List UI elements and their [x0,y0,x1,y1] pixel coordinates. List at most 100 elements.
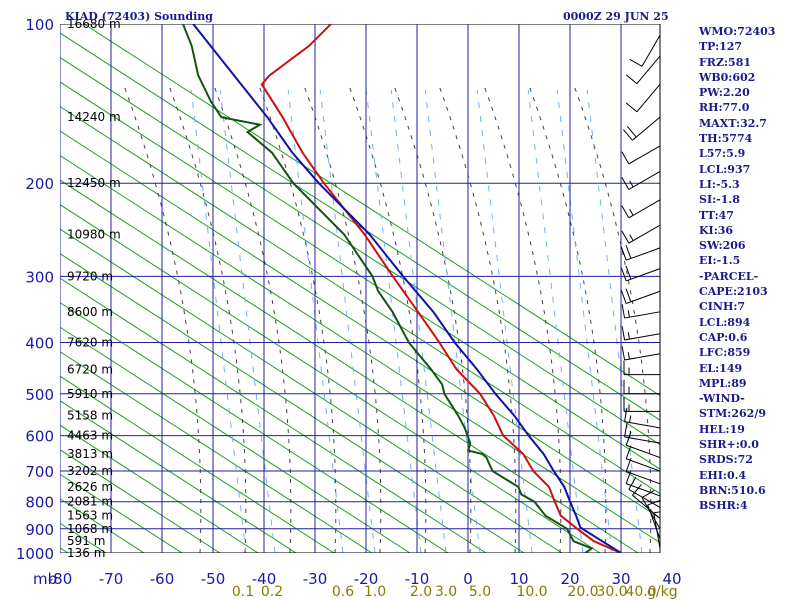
mixing-ratio-line [476,89,533,553]
wind-barbs [620,24,662,553]
stat-item: TH:5774 [699,132,753,146]
mixing-ratio-line [586,89,643,553]
mixing-ratio-tick-label: 10.0 [516,584,547,600]
wind-barb [641,490,661,530]
stats-panel: WMO:72403 TP:127 FRZ:581 WB0:602 PW:2.20 RH:7… [699,24,775,514]
moist-adiabats [123,84,652,553]
moist-adiabat [258,84,337,553]
pressure-tick-label: 300 [25,268,54,286]
temperature-tick-label: 30 [611,570,630,588]
isotherms [60,24,622,553]
stat-item: SI:-1.8 [699,193,740,207]
moist-adiabat [438,84,517,553]
stat-item: TT:47 [699,208,734,222]
dry-adiabat [60,32,660,421]
height-label: 10980 m [67,228,121,242]
mixing-ratio-tick-label: 1.0 [364,584,386,600]
pressure-tick-label: 1000 [16,545,54,563]
height-label: 5910 m [67,387,113,401]
chart-title: KIAD (72403) Sounding [65,10,213,23]
stat-item: -WIND- [699,392,745,406]
wind-barb [625,445,661,472]
stat-item: LI:-5.3 [699,177,740,191]
wind-barb [621,326,661,341]
dewpoint-line [182,24,594,553]
dry-adiabat [60,253,525,553]
pressure-tick-label: 100 [25,16,54,34]
pressure-tick-label: 500 [25,386,54,404]
moist-adiabat [168,84,247,553]
stat-item: EL:149 [699,361,743,375]
stat-item: HEL:19 [699,422,745,436]
wind-barb [620,265,661,282]
stat-item: BSHR:4 [699,499,748,513]
dry-adiabat [60,105,660,495]
dry-adiabat [60,424,259,553]
pressure-tick-label: 800 [25,494,54,512]
dry-adiabat [60,302,449,553]
dry-adiabat [83,24,660,397]
temperature-tick-label: 10 [509,570,528,588]
mixing-ratio-line [287,89,344,553]
temperature-line [260,24,622,553]
wind-barb [629,34,661,67]
height-label: 591 m [67,534,105,548]
dry-adiabat [60,228,563,553]
temperature-tick-label: -10 [405,570,430,588]
wind-barb [623,116,661,141]
wind-barb [621,304,661,319]
dry-adiabat [60,204,601,553]
dry-adiabat [60,154,660,544]
mixing-ratio-line [390,89,447,553]
temperature-tick-label: 0 [463,570,473,588]
stat-item: WMO:72403 [699,25,776,38]
temperature-tick-label: -60 [150,570,175,588]
wind-barb [621,171,661,190]
dry-adiabat [60,375,335,553]
height-label: 5158 m [67,409,113,423]
temperature-tick-label: -20 [354,570,379,588]
pressure-tick-label: 600 [25,428,54,446]
height-label: 4463 m [67,429,113,443]
stat-item: MPL:89 [699,376,747,390]
temperature-tick-label: 40 [662,570,681,588]
height-label: 14240 m [67,110,121,124]
dry-adiabat [60,326,411,553]
stat-item: EHI:0.4 [699,468,747,482]
height-label: 6720 m [67,363,113,377]
mixing-ratio-line [527,89,584,553]
stat-item: SW:206 [699,239,746,253]
wind-barb [625,83,661,113]
mixing-ratio-tick-label: 20.0 [567,584,598,600]
moist-adiabat [573,84,652,553]
height-label: 136 m [67,546,105,560]
dry-adiabat [60,351,373,553]
y-axis-unit: mb [33,570,57,588]
temperature-tick-label: -80 [48,570,73,588]
stat-item: LFC:859 [699,346,751,360]
height-label: 12450 m [67,176,121,190]
dry-adiabat [60,277,487,553]
pressure-tick-label: 700 [25,463,54,481]
wind-barb [623,379,660,395]
temperature-tick-label: 20 [560,570,579,588]
mixing-ratio-tick-label: 30.0 [596,584,627,600]
mixing-ratio-line [219,89,276,553]
stat-item: LCL:894 [699,315,751,329]
mixing-ratio-line [556,89,613,553]
mixing-ratio-tick-label: 5.0 [469,584,491,600]
temperature-tick-label: -50 [201,570,226,588]
stat-item: FRZ:581 [699,55,752,69]
moist-adiabat [483,84,562,553]
x-axis-unit: g/kg [647,584,678,600]
dry-adiabat [60,400,297,553]
height-label: 3202 m [67,464,113,478]
stat-item: CAP:0.6 [699,330,748,344]
isobars [60,24,660,553]
stat-item: MAXT:32.7 [699,116,767,130]
dry-adiabat [60,56,660,446]
moist-adiabat [393,84,472,553]
parcel-line [192,24,622,553]
